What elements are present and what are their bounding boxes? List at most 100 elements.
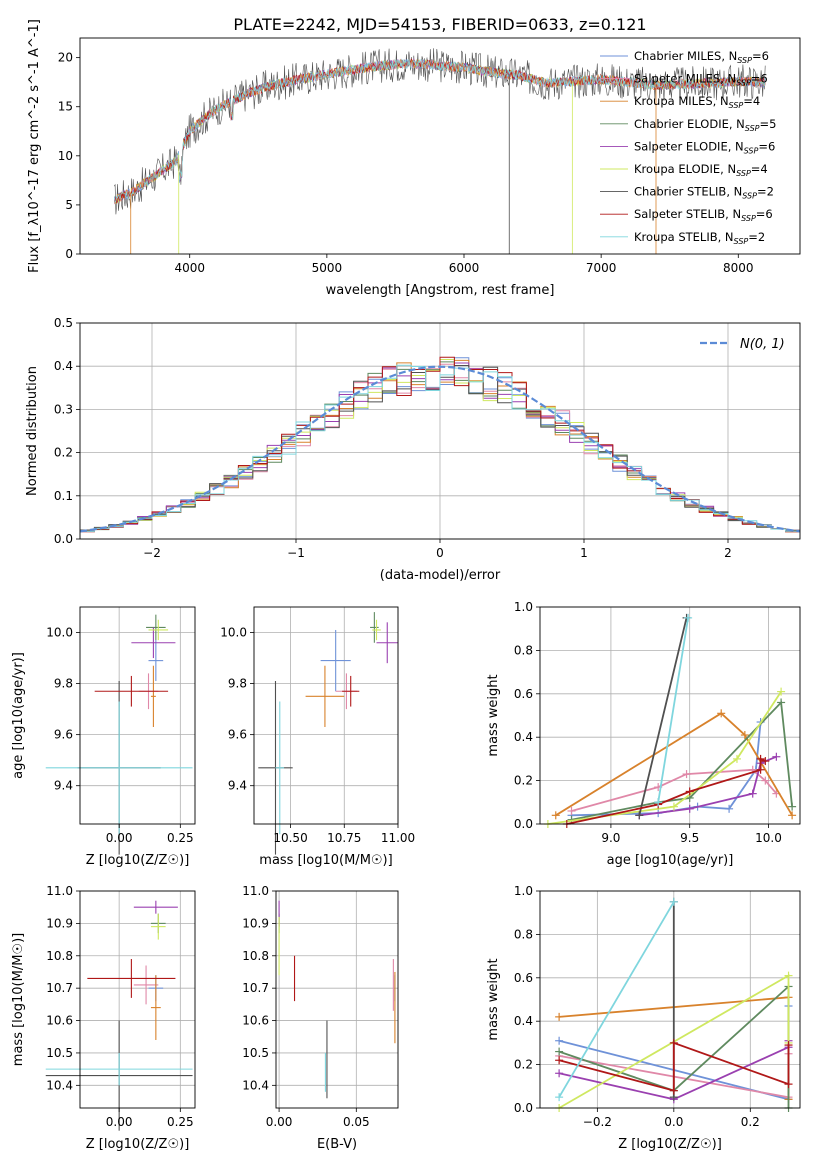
figure-title: PLATE=2242, MJD=54153, FIBERID=0633, z=0… xyxy=(233,15,646,34)
x-tick-label: 8000 xyxy=(723,261,754,275)
y-tick-label: 0.8 xyxy=(514,643,533,657)
x-tick-label: 11.00 xyxy=(381,831,415,845)
panel-mass-weight-vs-Z: −0.2 0.0 0.2 0.0 0.2 0.4 0.6 0.8 1.0 Z [log10(Z/Z… xyxy=(486,884,801,1152)
x-tick-label: 1 xyxy=(580,546,588,560)
x-tick-label: 9.0 xyxy=(601,831,620,845)
y-tick-label: 1.0 xyxy=(514,600,533,614)
axes-frame xyxy=(253,606,399,825)
y-tick-label: 10.9 xyxy=(46,916,73,930)
x-tick-label: 7000 xyxy=(586,261,617,275)
series-line xyxy=(657,617,689,803)
x-tick-label: −2 xyxy=(143,546,161,560)
x-tick-label: 10.50 xyxy=(273,831,307,845)
y-tick-label: 0.0 xyxy=(514,1101,533,1115)
y-tick-label: 0.0 xyxy=(514,817,533,831)
series-line xyxy=(638,617,688,816)
x-tick-label: 0.0 xyxy=(664,1115,683,1129)
axes-frame xyxy=(539,890,801,1109)
y-tick-label: 15 xyxy=(58,100,73,114)
legend-label: Salpeter MILES, NSSP=6 xyxy=(634,72,768,88)
plot-area xyxy=(79,356,801,533)
x-tick-label: 0.05 xyxy=(343,1115,370,1129)
series-line xyxy=(558,901,675,1098)
legend-label: Chabrier ELODIE, NSSP=5 xyxy=(634,117,776,133)
plot-area xyxy=(278,900,396,1099)
y-axis-label: age [log10(age/yr)] xyxy=(11,652,26,779)
panel-age-vs-Z: 0.00 0.25 9.4 9.6 9.8 10.0 Z [log10(Z/Z☉)] age … xyxy=(11,606,196,868)
plot-area xyxy=(114,48,766,254)
y-tick-label: 10.6 xyxy=(242,1014,269,1028)
x-tick-label: 10.0 xyxy=(755,831,782,845)
y-tick-label: 10.8 xyxy=(46,949,73,963)
y-tick-label: 10.9 xyxy=(242,916,269,930)
y-tick-label: 0.2 xyxy=(514,774,533,788)
spectrum-line xyxy=(114,59,766,204)
y-tick-label: 0.5 xyxy=(54,316,73,330)
x-tick-label: −1 xyxy=(287,546,305,560)
y-tick-label: 0.1 xyxy=(54,489,73,503)
y-tick-label: 9.8 xyxy=(54,677,73,691)
y-tick-label: 10.6 xyxy=(46,1014,73,1028)
x-tick-label: 4000 xyxy=(174,261,205,275)
legend-label: Salpeter ELODIE, NSSP=6 xyxy=(634,139,775,155)
y-tick-label: 0.3 xyxy=(54,402,73,416)
legend-label: Kroupa STELIB, NSSP=2 xyxy=(634,230,765,246)
y-tick-label: 1.0 xyxy=(514,884,533,898)
legend: N(0, 1) xyxy=(700,337,785,352)
panel-mass-vs-EBV: 0.00 0.05 10.4 10.5 10.6 10.7 10.8 10.9 11.0 E(B-… xyxy=(242,884,399,1152)
x-tick-label: 2 xyxy=(724,546,732,560)
axes-frame xyxy=(79,606,196,825)
y-tick-label: 0.2 xyxy=(54,446,73,460)
series-line xyxy=(555,712,793,817)
x-tick-label: 10.75 xyxy=(327,831,361,845)
y-tick-label: 10.8 xyxy=(242,949,269,963)
y-tick-label: 0.2 xyxy=(514,1058,533,1072)
x-axis-label: wavelength [Angstrom, rest frame] xyxy=(326,283,555,298)
x-axis-label: age [log10(age/yr)] xyxy=(607,853,734,868)
histogram-kroupa-stelib xyxy=(80,364,800,532)
normal-curve xyxy=(79,365,801,533)
panel-spectrum: 4000 5000 6000 7000 8000 0 5 10 15 20 wavelength [… xyxy=(27,19,801,298)
x-tick-label: 5000 xyxy=(312,261,343,275)
x-tick-label: −0.2 xyxy=(583,1115,612,1129)
axes-frame xyxy=(275,890,399,1109)
y-tick-label: 0.6 xyxy=(514,971,533,985)
x-tick-label: 0.2 xyxy=(741,1115,760,1129)
y-tick-label: 10.7 xyxy=(242,981,269,995)
panel-age-vs-mass: 10.50 10.75 11.00 9.4 9.6 9.8 10.0 mass [log10(… xyxy=(220,606,415,868)
axes-frame xyxy=(539,606,801,825)
y-tick-label: 10.0 xyxy=(220,626,247,640)
legend-label: Kroupa MILES, NSSP=4 xyxy=(634,94,760,110)
y-tick-label: 0.8 xyxy=(514,927,533,941)
x-tick-label: 0.25 xyxy=(167,831,194,845)
y-tick-label: 11.0 xyxy=(46,884,73,898)
panel-mass-weight-vs-age: 9.0 9.5 10.0 0.0 0.2 0.4 0.6 0.8 1.0 age [log10(a… xyxy=(486,600,801,868)
axes-frame xyxy=(79,890,196,1109)
x-axis-label: (data-model)/error xyxy=(380,568,501,583)
y-axis-label: mass [log10(M/M☉)] xyxy=(11,933,26,1066)
y-tick-label: 10.0 xyxy=(46,626,73,640)
y-tick-label: 5 xyxy=(65,198,73,212)
legend-label: N(0, 1) xyxy=(740,337,785,352)
y-tick-label: 10 xyxy=(58,149,73,163)
plot-area xyxy=(45,900,193,1131)
x-tick-label: 9.5 xyxy=(680,831,699,845)
x-axis-label: Z [log10(Z/Z☉)] xyxy=(86,853,190,868)
y-tick-label: 9.6 xyxy=(228,728,247,742)
legend: Chabrier MILES, NSSP=6 Salpeter MILES, NS… xyxy=(600,49,776,246)
y-tick-label: 10.5 xyxy=(242,1046,269,1060)
plot-area xyxy=(543,613,797,828)
y-axis-label: Flux [f_λ10^-17 erg cm^-2 s^-1 A^-1] xyxy=(27,19,42,273)
y-axis-label: Normed distribution xyxy=(25,366,40,496)
series-line xyxy=(571,721,762,817)
y-tick-label: 10.4 xyxy=(46,1078,73,1092)
x-axis-label: Z [log10(Z/Z☉)] xyxy=(618,1137,722,1152)
x-tick-label: 0.00 xyxy=(266,1115,293,1129)
y-tick-label: 9.8 xyxy=(228,677,247,691)
y-tick-label: 10.5 xyxy=(46,1046,73,1060)
y-tick-label: 20 xyxy=(58,51,73,65)
y-tick-label: 0.0 xyxy=(54,532,73,546)
axes-frame xyxy=(79,37,801,255)
panel-residual-distribution: −2 −1 0 1 2 0.0 0.1 0.2 0.3 0.4 0.5 (data-model)/er… xyxy=(25,316,801,583)
